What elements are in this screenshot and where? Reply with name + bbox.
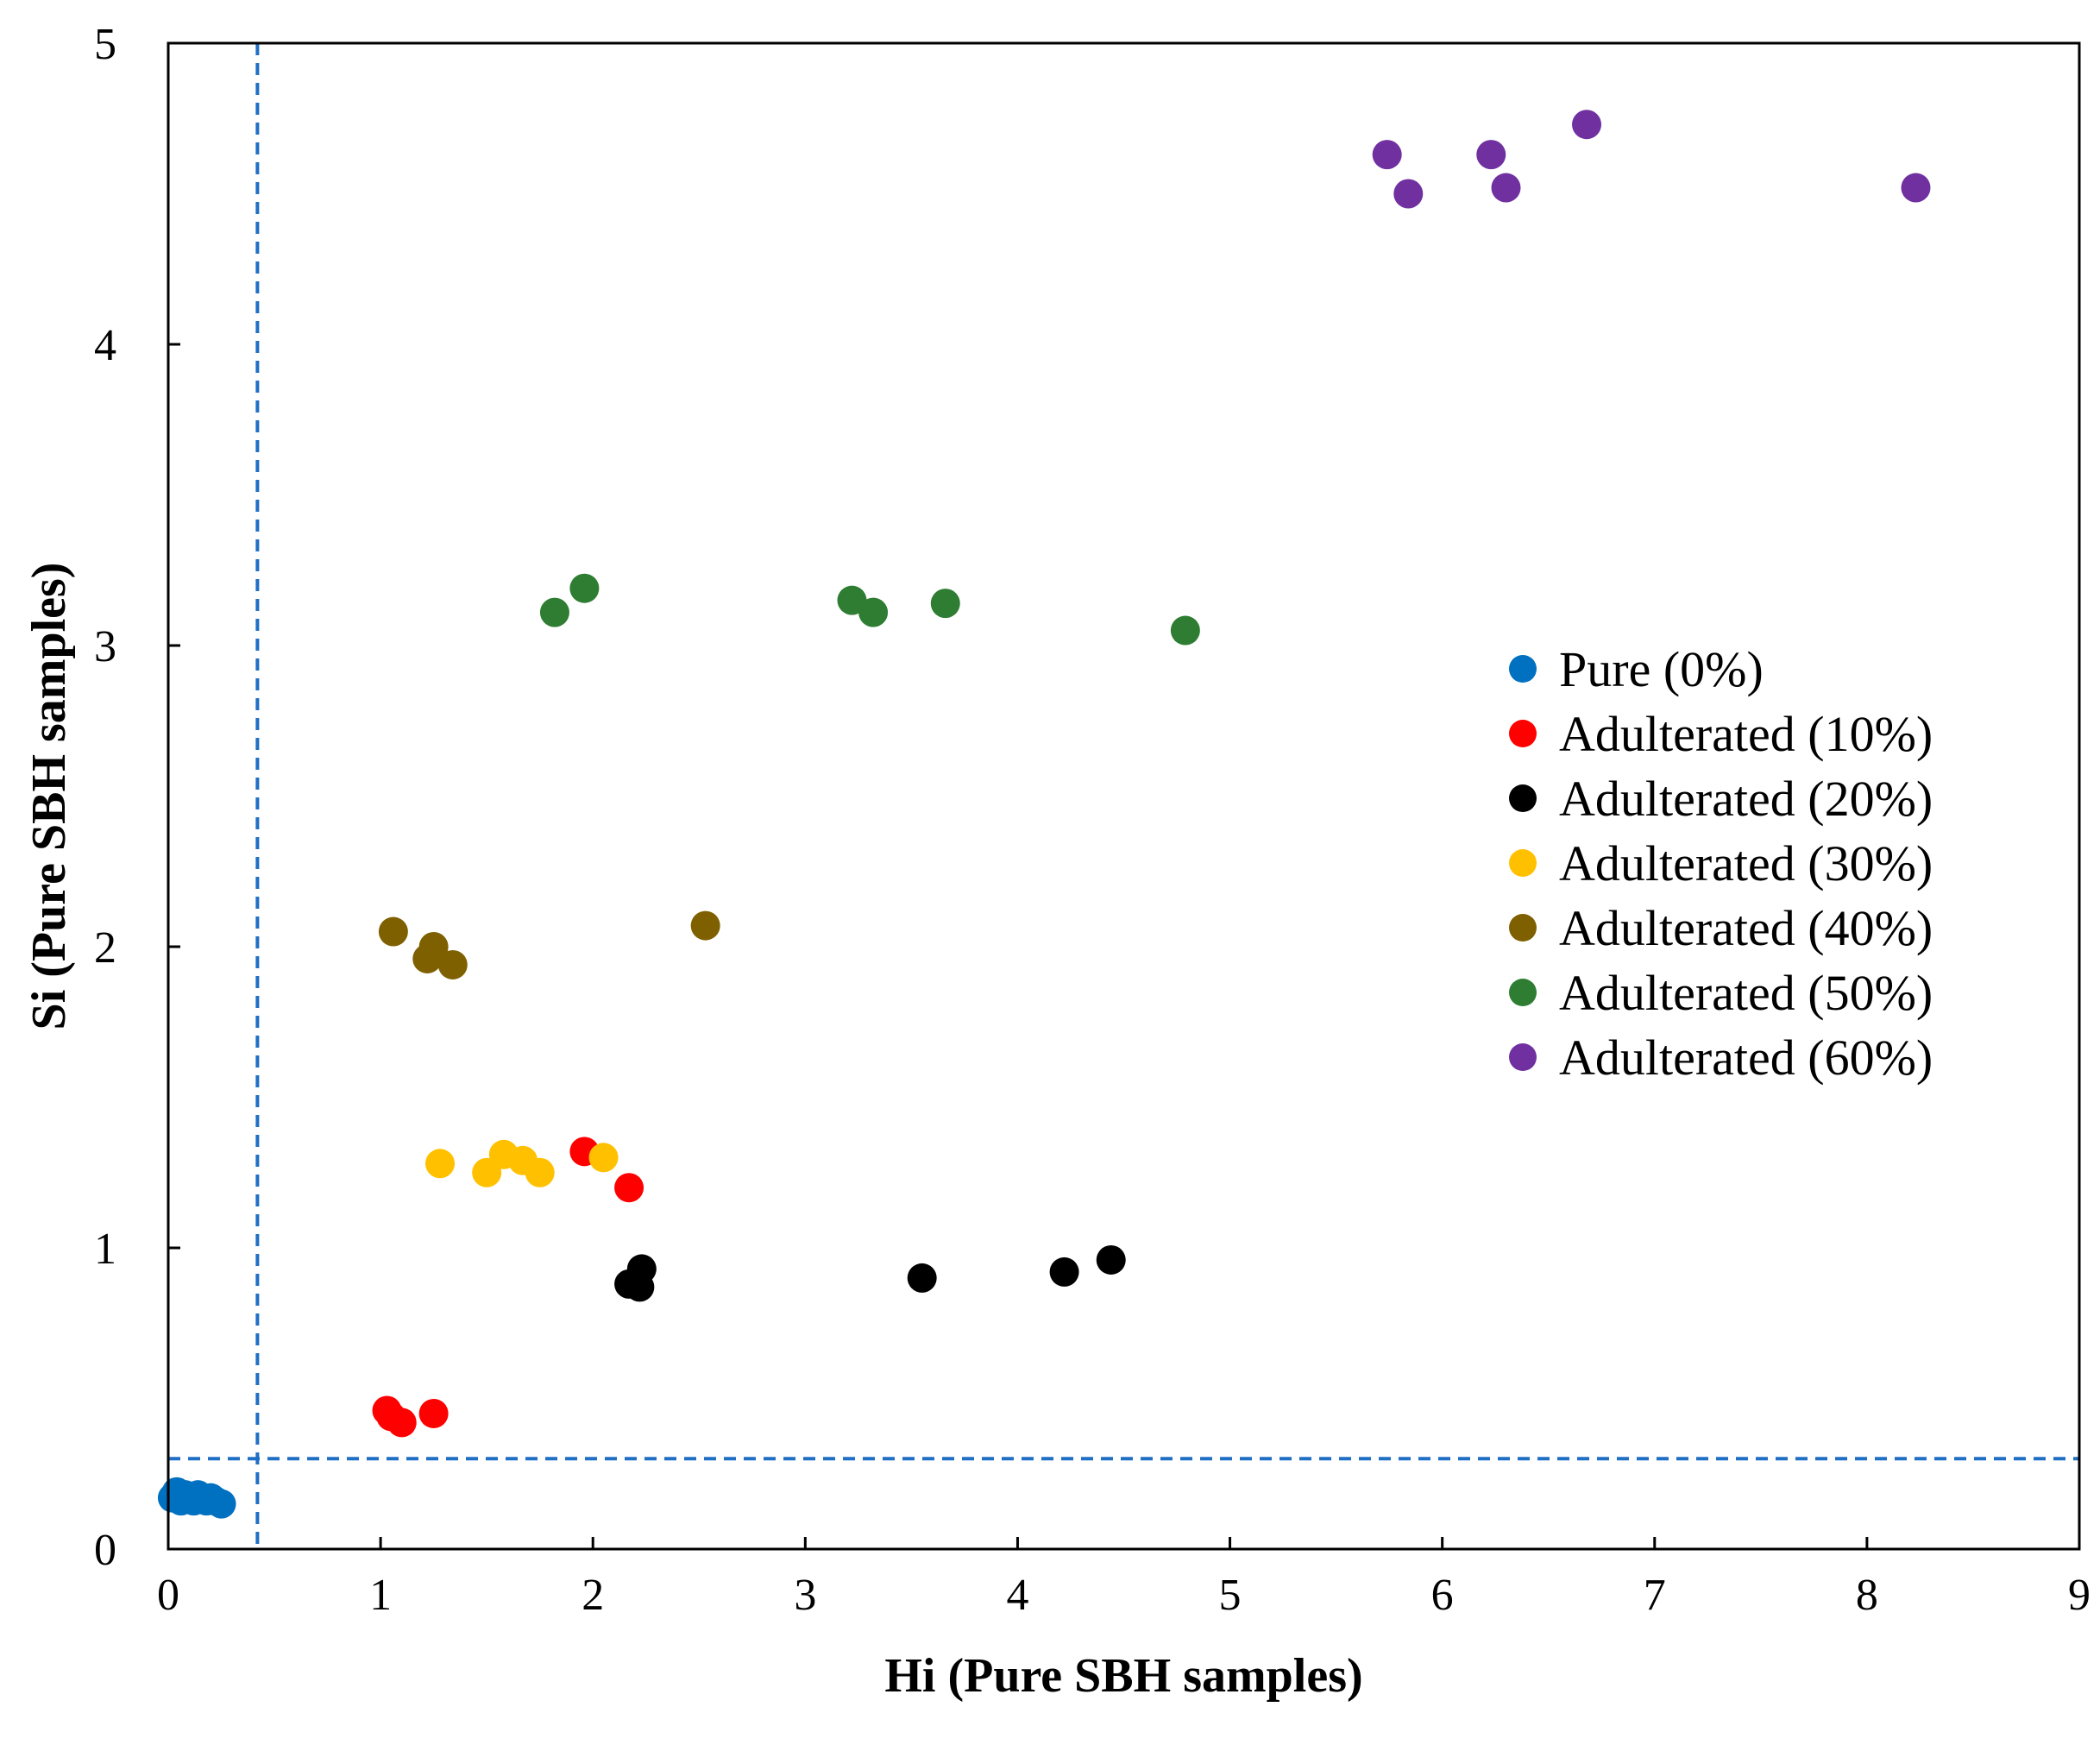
plot-frame [167,41,2081,1551]
x-tick-label: 1 [369,1571,392,1620]
legend-label: Pure (0%) [1559,641,1764,697]
data-point [425,1149,456,1179]
legend: Pure (0%) Adulterated (10%) Adulterated (2… [1509,641,1933,1086]
data-point [690,910,720,941]
x-tick-label: 6 [1431,1571,1454,1620]
data-point [614,1173,644,1203]
data-point [1393,179,1424,209]
data-point [626,1254,657,1284]
legend-marker [1509,979,1537,1006]
x-tick-label: 0 [157,1571,179,1620]
y-tick-label: 0 [94,1526,116,1575]
data-point [837,585,867,615]
data-point [907,1263,937,1293]
data-point [387,1408,417,1438]
legend-label: Adulterated (40%) [1559,900,1933,956]
data-point [418,1398,449,1428]
x-tick-label: 4 [1006,1571,1028,1620]
data-point [437,949,468,979]
data-point [1096,1244,1126,1275]
y-tick-label: 2 [94,923,116,973]
x-tick-label: 2 [582,1571,604,1620]
data-point [1572,110,1602,140]
data-point [1372,140,1402,170]
data-point [1476,140,1506,170]
data-point [539,597,569,627]
y-tick-label: 3 [94,622,116,671]
y-tick-label: 5 [94,20,116,69]
data-point [1491,173,1521,203]
data-point [569,573,600,603]
legend-marker [1509,849,1537,877]
data-point [1049,1257,1079,1287]
x-tick-label: 8 [1856,1571,1878,1620]
data-point [1170,615,1200,646]
data-point [206,1489,236,1519]
legend-marker [1509,655,1537,683]
legend-label: Adulterated (10%) [1559,706,1933,762]
data-point [930,589,960,619]
legend-label: Adulterated (20%) [1559,771,1933,827]
legend-marker [1509,1043,1537,1071]
legend-marker [1509,784,1537,812]
x-tick-label: 7 [1644,1571,1666,1620]
data-point [588,1143,619,1173]
x-tick-label: 3 [794,1571,816,1620]
legend-label: Adulterated (60%) [1559,1030,1933,1086]
data-point [525,1157,555,1187]
data-point [418,932,449,961]
data-point [378,916,408,947]
y-tick-label: 1 [94,1225,116,1274]
data-point [858,597,889,627]
y-tick-label: 4 [94,321,116,370]
legend-marker [1509,914,1537,942]
legend-label: Adulterated (50%) [1559,965,1933,1021]
legend-label: Adulterated (30%) [1559,835,1933,891]
legend-marker [1509,720,1537,747]
data-point [1901,173,1931,203]
y-axis-title: Si (Pure SBH samples) [22,563,76,1030]
x-axis-title: Hi (Pure SBH samples) [884,1649,1362,1703]
x-tick-label: 9 [2068,1571,2091,1620]
x-tick-label: 5 [1219,1571,1242,1620]
